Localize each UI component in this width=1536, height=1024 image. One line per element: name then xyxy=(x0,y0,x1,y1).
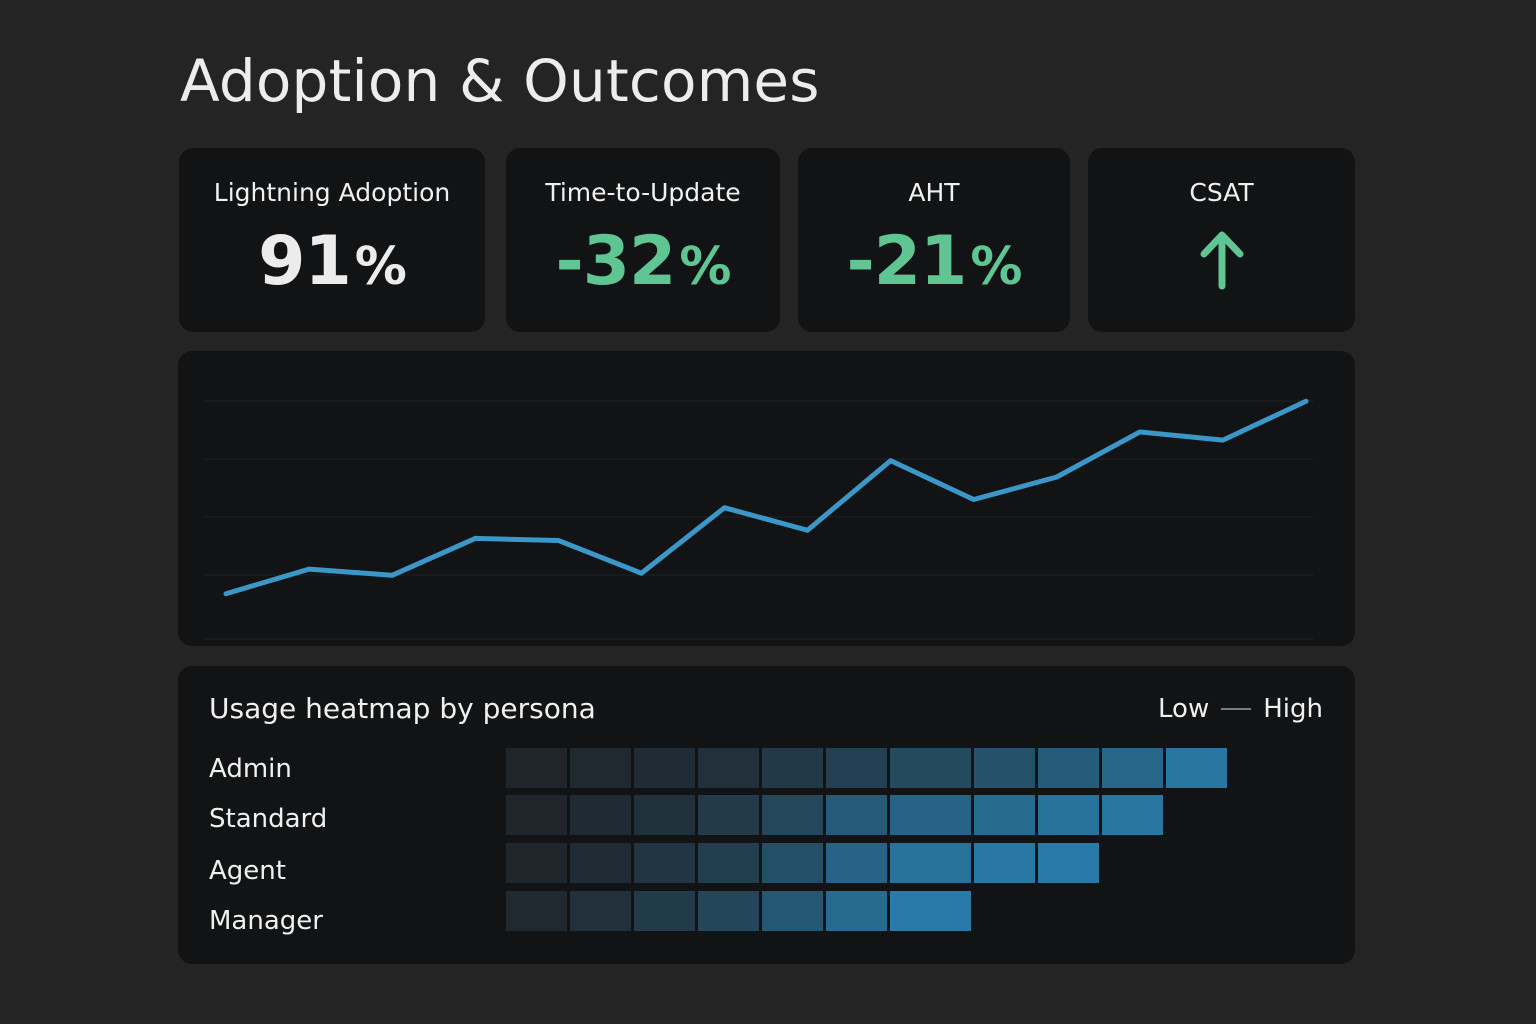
heatmap-cell xyxy=(1102,795,1163,835)
heatmap-row-label: Admin xyxy=(209,754,292,784)
kpi-card-csat: CSAT xyxy=(1088,148,1355,332)
heatmap-cell xyxy=(890,843,971,883)
trend-chart xyxy=(178,351,1355,646)
heatmap-cell xyxy=(1166,748,1227,788)
heatmap-cell xyxy=(506,843,567,883)
heatmap-cell xyxy=(506,795,567,835)
heatmap-cell xyxy=(826,891,887,931)
legend-low-label: Low xyxy=(1158,694,1210,724)
trend-chart-svg xyxy=(204,398,1314,640)
heatmap-cell xyxy=(570,843,631,883)
heatmap-cell xyxy=(634,748,695,788)
heatmap-cell xyxy=(826,795,887,835)
kpi-label: Time-to-Update xyxy=(545,178,741,207)
heatmap-cell xyxy=(570,795,631,835)
heatmap-cell xyxy=(506,748,567,788)
heatmap-cell xyxy=(634,843,695,883)
kpi-number: -32 xyxy=(555,222,677,301)
kpi-card-lightning-adoption: Lightning Adoption 91% xyxy=(179,148,485,332)
kpi-label: CSAT xyxy=(1189,178,1254,207)
heatmap-title: Usage heatmap by persona xyxy=(209,692,596,725)
legend-line xyxy=(1221,708,1252,710)
kpi-card-aht: AHT -21% xyxy=(798,148,1070,332)
heatmap-row-label: Agent xyxy=(209,856,286,886)
page-title: Adoption & Outcomes xyxy=(180,47,820,115)
heatmap-row-label: Standard xyxy=(209,804,328,834)
heatmap-cell xyxy=(974,843,1035,883)
heatmap-cell xyxy=(1038,843,1099,883)
kpi-label: Lightning Adoption xyxy=(213,178,451,207)
chart-grid xyxy=(204,400,1314,640)
heatmap-cell xyxy=(1038,748,1099,788)
heatmap-cell xyxy=(890,891,971,931)
heatmap-cell xyxy=(698,795,759,835)
usage-heatmap: Usage heatmap by persona Low High Admin S… xyxy=(178,666,1355,964)
heatmap-cell xyxy=(698,843,759,883)
chart-series xyxy=(223,398,1309,597)
heatmap-cell xyxy=(570,748,631,788)
kpi-unit: % xyxy=(679,237,731,297)
kpi-value: 91% xyxy=(179,228,485,296)
heatmap-cell xyxy=(634,891,695,931)
kpi-card-time-to-update: Time-to-Update -32% xyxy=(506,148,780,332)
heatmap-cell xyxy=(762,795,823,835)
heatmap-cell xyxy=(826,748,887,788)
heatmap-cell xyxy=(1102,748,1163,788)
heatmap-cell xyxy=(1038,795,1099,835)
kpi-unit: % xyxy=(970,237,1022,297)
heatmap-cell xyxy=(890,795,971,835)
kpi-number: -21 xyxy=(846,222,968,301)
kpi-value: -32% xyxy=(506,228,780,296)
heatmap-cell xyxy=(974,748,1035,788)
heatmap-row-label: Manager xyxy=(209,906,323,936)
arrow-up-icon xyxy=(1200,231,1243,290)
heatmap-cell xyxy=(698,891,759,931)
heatmap-cell xyxy=(974,795,1035,835)
kpi-value: -21% xyxy=(798,228,1070,296)
kpi-label: AHT xyxy=(908,178,960,207)
kpi-number: 91 xyxy=(258,222,352,301)
kpi-unit: % xyxy=(354,237,407,297)
heatmap-cell xyxy=(762,843,823,883)
heatmap-cell xyxy=(762,748,823,788)
series-line xyxy=(223,398,1309,597)
heatmap-cell xyxy=(570,891,631,931)
heatmap-legend: Low High xyxy=(1158,694,1323,724)
legend-high-label: High xyxy=(1263,694,1323,724)
heatmap-cell xyxy=(890,748,971,788)
heatmap-cell xyxy=(698,748,759,788)
heatmap-cell xyxy=(506,891,567,931)
heatmap-cell xyxy=(762,891,823,931)
heatmap-cell xyxy=(826,843,887,883)
kpi-value xyxy=(1088,228,1355,302)
heatmap-cell xyxy=(634,795,695,835)
